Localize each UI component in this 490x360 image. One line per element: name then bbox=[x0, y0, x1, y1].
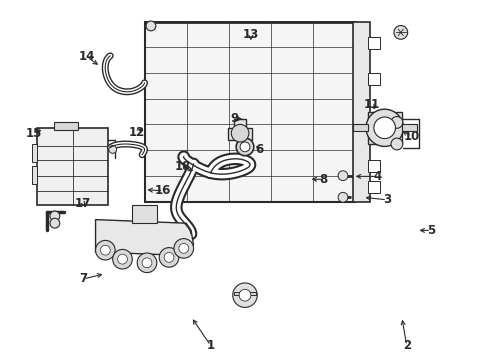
Circle shape bbox=[50, 218, 60, 228]
Text: 14: 14 bbox=[79, 50, 96, 63]
Text: 13: 13 bbox=[243, 28, 259, 41]
Circle shape bbox=[239, 289, 251, 301]
Text: 2: 2 bbox=[403, 339, 411, 352]
Polygon shape bbox=[132, 205, 157, 223]
Polygon shape bbox=[32, 144, 37, 162]
Text: 6: 6 bbox=[256, 143, 264, 156]
Circle shape bbox=[137, 253, 157, 273]
Text: 17: 17 bbox=[75, 197, 92, 210]
Circle shape bbox=[142, 258, 152, 268]
Circle shape bbox=[391, 138, 403, 150]
Polygon shape bbox=[368, 112, 402, 144]
Circle shape bbox=[179, 243, 189, 253]
Circle shape bbox=[366, 109, 403, 147]
Circle shape bbox=[236, 138, 254, 156]
Bar bbox=[368, 120, 380, 132]
Text: 11: 11 bbox=[363, 98, 380, 111]
Bar bbox=[368, 73, 380, 85]
Polygon shape bbox=[37, 128, 108, 205]
Circle shape bbox=[109, 145, 117, 153]
Text: 7: 7 bbox=[79, 273, 87, 285]
Circle shape bbox=[174, 239, 194, 258]
Bar bbox=[368, 181, 380, 193]
Circle shape bbox=[164, 252, 174, 262]
Circle shape bbox=[100, 245, 110, 255]
Text: 3: 3 bbox=[383, 193, 391, 206]
Circle shape bbox=[240, 142, 250, 152]
Circle shape bbox=[394, 26, 408, 39]
Text: 8: 8 bbox=[319, 173, 327, 186]
Circle shape bbox=[391, 117, 403, 128]
Text: 10: 10 bbox=[403, 130, 420, 143]
Text: 18: 18 bbox=[174, 160, 191, 173]
Polygon shape bbox=[96, 220, 194, 256]
Text: 4: 4 bbox=[373, 170, 381, 183]
Circle shape bbox=[338, 171, 348, 181]
Circle shape bbox=[374, 117, 395, 139]
Polygon shape bbox=[353, 22, 370, 202]
Polygon shape bbox=[228, 128, 252, 140]
Circle shape bbox=[146, 21, 156, 31]
Polygon shape bbox=[234, 292, 256, 295]
Polygon shape bbox=[234, 119, 246, 128]
Text: 1: 1 bbox=[207, 339, 215, 352]
Text: 15: 15 bbox=[26, 127, 43, 140]
Text: 12: 12 bbox=[129, 126, 146, 139]
Polygon shape bbox=[402, 124, 416, 131]
Text: 5: 5 bbox=[427, 224, 435, 237]
Circle shape bbox=[231, 124, 249, 142]
Text: 16: 16 bbox=[155, 184, 172, 197]
Polygon shape bbox=[353, 124, 368, 131]
Text: 9: 9 bbox=[230, 112, 238, 125]
Circle shape bbox=[233, 283, 257, 307]
Polygon shape bbox=[54, 122, 78, 130]
Polygon shape bbox=[145, 22, 355, 202]
Circle shape bbox=[113, 249, 132, 269]
Bar bbox=[368, 159, 380, 172]
Polygon shape bbox=[32, 166, 37, 184]
Circle shape bbox=[50, 211, 60, 221]
Circle shape bbox=[118, 254, 127, 264]
Circle shape bbox=[159, 248, 179, 267]
Circle shape bbox=[338, 192, 348, 202]
Circle shape bbox=[96, 240, 115, 260]
Bar bbox=[368, 37, 380, 49]
